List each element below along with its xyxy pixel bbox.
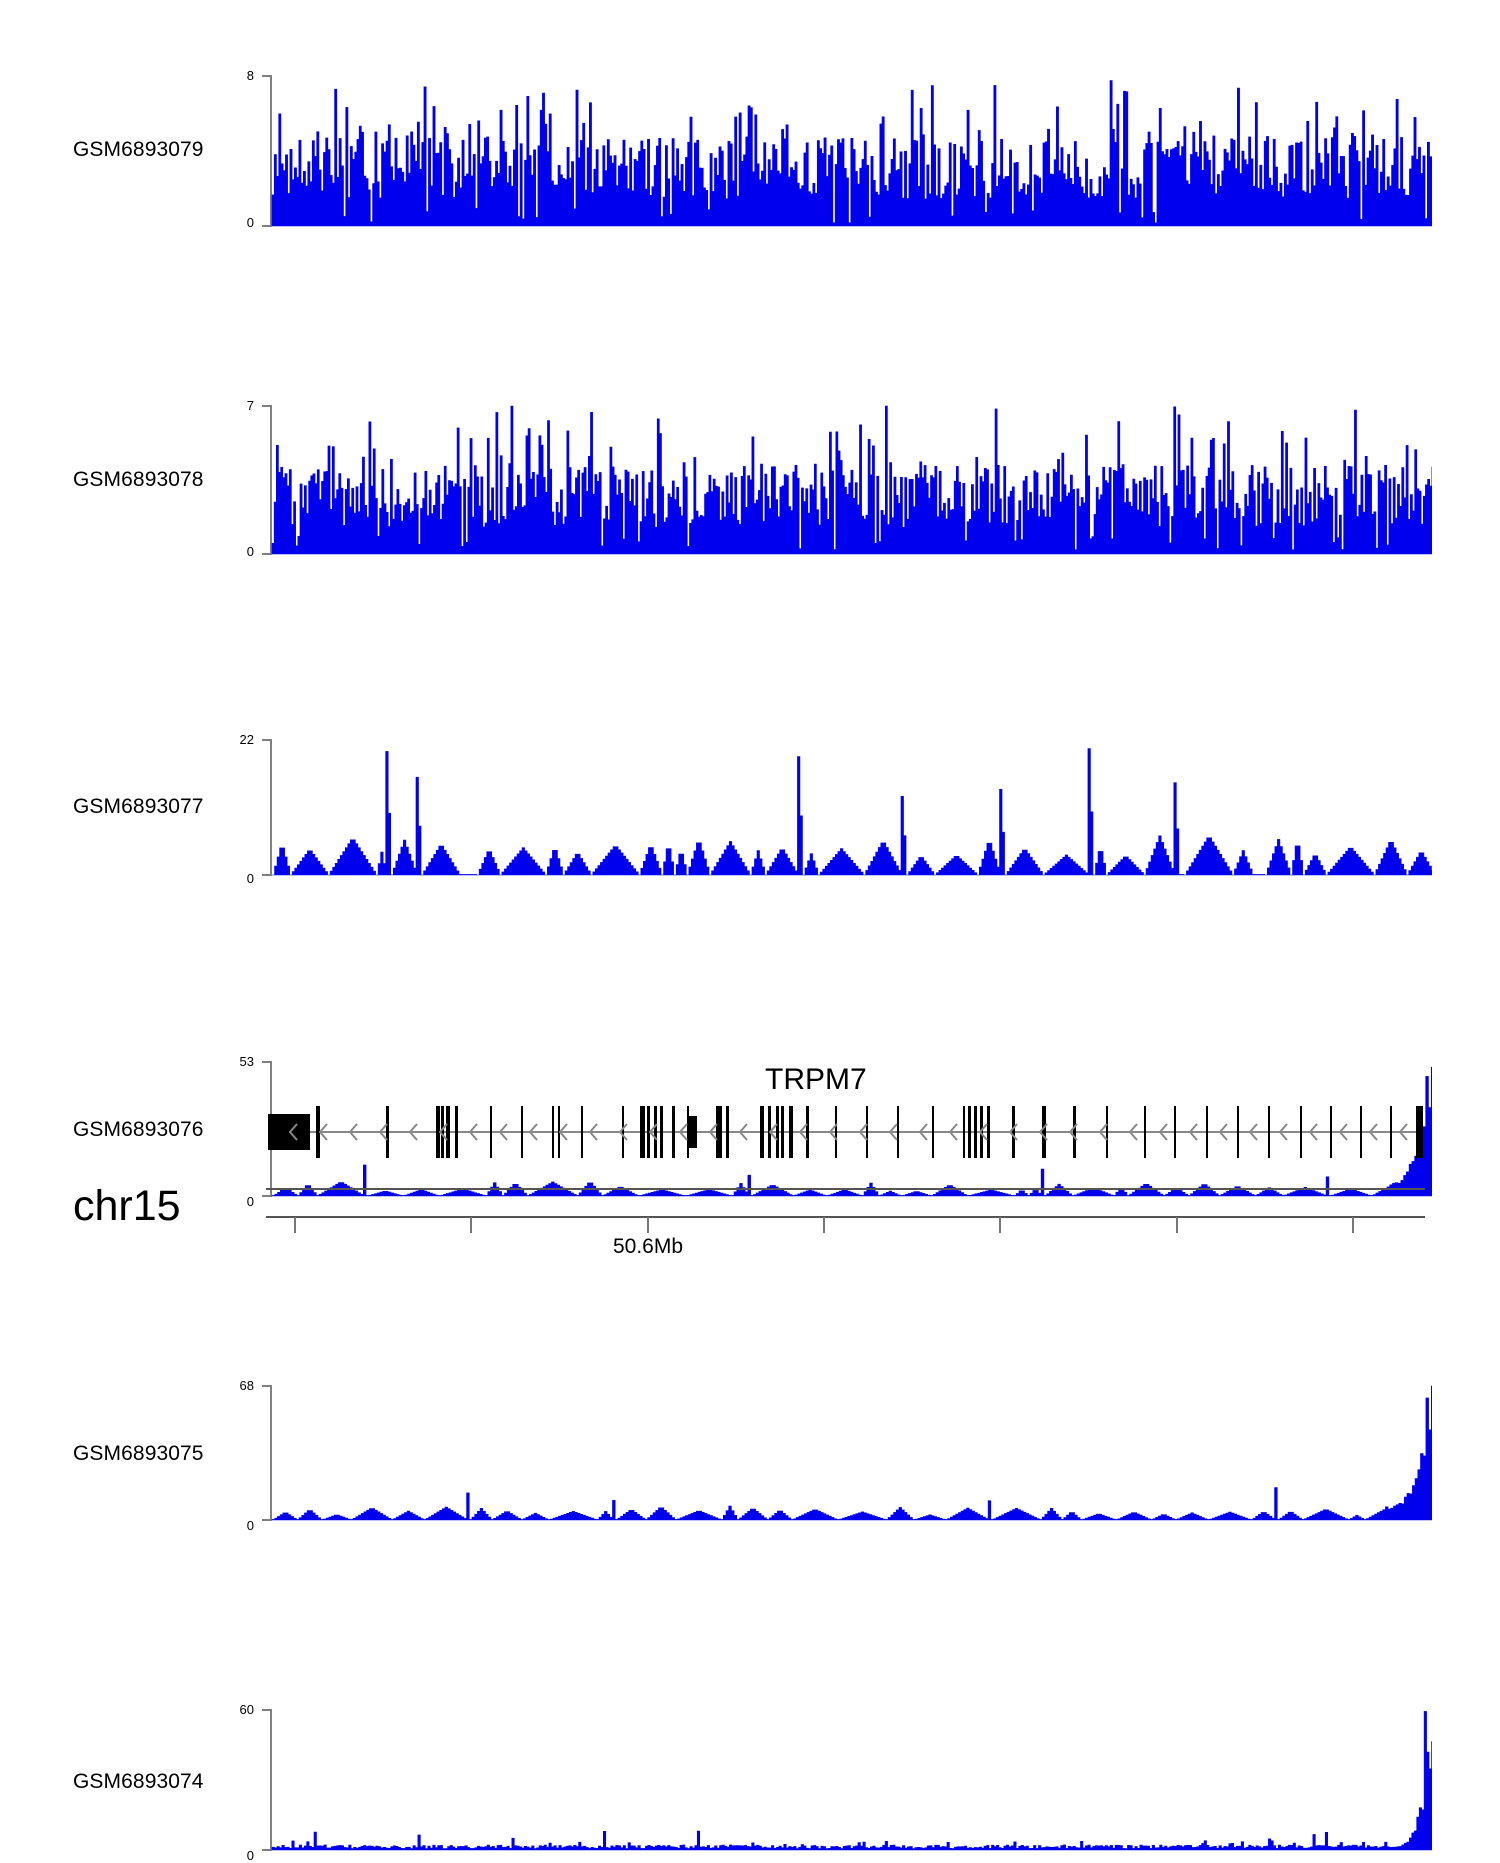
track-4-axis-max: 53 (239, 1054, 254, 1069)
genomic-axis[interactable] (262, 1185, 1437, 1235)
axis-tick-label: 50.6Mb (612, 1235, 684, 1258)
track-label-6: GSM6893074 (73, 1770, 204, 1793)
track-label-4: GSM6893076 (73, 1118, 204, 1141)
track-2-axis-max: 7 (246, 398, 254, 413)
track-3-plot (262, 739, 1432, 876)
coverage-track-6: GSM6893074 60 0 (0, 852, 1500, 1863)
track-2-plot (262, 405, 1432, 555)
gene-model-track[interactable] (262, 1100, 1437, 1180)
gene-name-label: TRPM7 (765, 1063, 867, 1096)
coverage-track-1: GSM6893079 8 0 (0, 35, 1500, 230)
track-1-axis-max: 8 (246, 68, 254, 83)
track-6-plot (262, 1709, 1432, 1851)
chromosome-label: chr15 (73, 1182, 181, 1230)
track-4-axis-min: 0 (246, 1194, 254, 1209)
track-1-plot (262, 75, 1432, 227)
track-5-axis-min: 0 (246, 1518, 254, 1533)
coverage-track-4: GSM6893076 53 0 (0, 528, 1500, 1209)
coverage-track-2: GSM6893078 7 0 (0, 200, 1500, 559)
track-1-axis-min: 0 (246, 215, 254, 230)
coverage-track-5: GSM6893075 68 0 (0, 690, 1500, 1533)
track-label-3: GSM6893077 (73, 795, 204, 818)
track-3-axis-min: 0 (246, 871, 254, 886)
track-label-1: GSM6893079 (73, 138, 204, 161)
track-5-axis-max: 68 (239, 1378, 254, 1393)
track-label-2: GSM6893078 (73, 468, 204, 491)
track-3-axis-max: 22 (239, 732, 254, 747)
track-2-axis-min: 0 (246, 544, 254, 559)
track-6-axis-min: 0 (246, 1848, 254, 1863)
genome-browser-view: GSM6893079 8 0 GSM6893078 7 0 GSM6893077… (0, 35, 1500, 1863)
track-5-plot (262, 1385, 1432, 1521)
coverage-track-3: GSM6893077 22 0 (0, 367, 1500, 886)
track-label-5: GSM6893075 (73, 1442, 204, 1465)
track-6-axis-max: 60 (239, 1702, 254, 1717)
